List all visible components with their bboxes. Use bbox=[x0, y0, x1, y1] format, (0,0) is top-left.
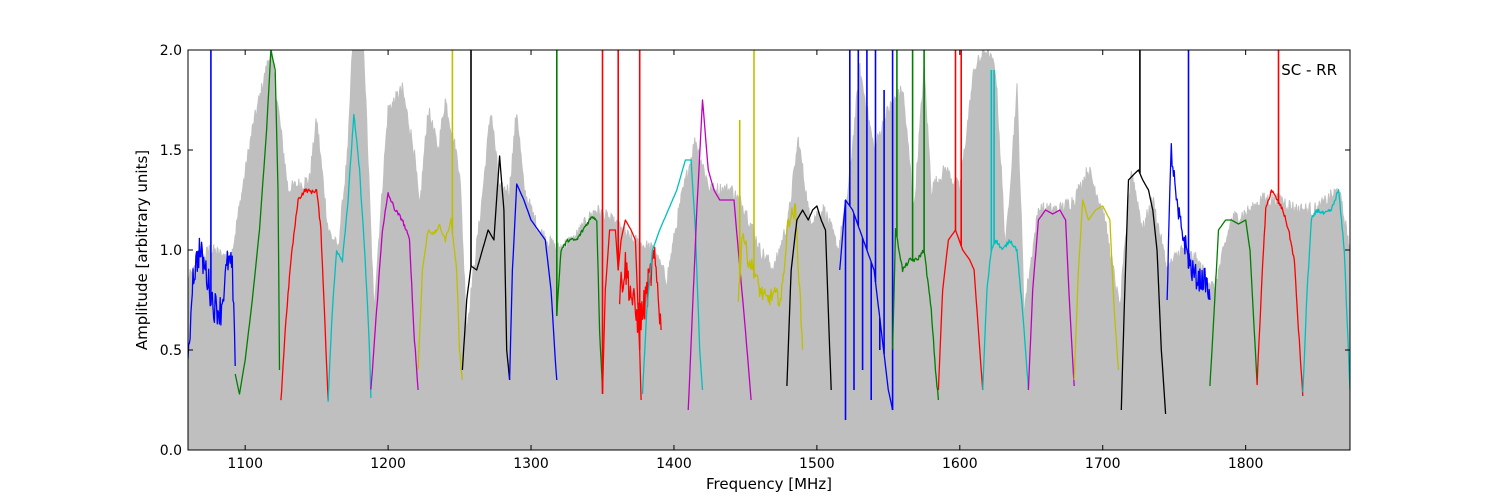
series-18 bbox=[937, 50, 984, 391]
y-tick-label: 2.0 bbox=[160, 43, 182, 59]
series-8 bbox=[508, 183, 558, 381]
x-tick-label: 1700 bbox=[1085, 456, 1121, 472]
series-15-line bbox=[786, 205, 832, 391]
series-15 bbox=[786, 205, 832, 391]
series-5-line bbox=[370, 192, 419, 391]
series-7-line bbox=[461, 155, 511, 381]
series-21 bbox=[1073, 199, 1120, 381]
series-23 bbox=[1166, 50, 1211, 301]
series-9 bbox=[555, 50, 604, 391]
y-tick-label: 0.0 bbox=[160, 443, 182, 459]
x-tick-label: 1300 bbox=[513, 456, 549, 472]
chart-annotation: SC - RR bbox=[1281, 61, 1337, 79]
x-tick-label: 1800 bbox=[1228, 456, 1264, 472]
background-envelope-layer bbox=[188, 50, 1350, 450]
series-11-line bbox=[618, 246, 662, 333]
plot-area bbox=[188, 50, 1350, 450]
series-19-line bbox=[982, 239, 1030, 391]
series-26-line bbox=[1302, 189, 1350, 393]
background-envelope bbox=[188, 50, 1350, 450]
series-20 bbox=[1027, 209, 1075, 391]
series-layer bbox=[188, 50, 1350, 420]
y-tick-label: 1.5 bbox=[160, 143, 182, 159]
series-1 bbox=[188, 50, 236, 367]
series-3-line bbox=[280, 188, 329, 401]
x-tick-label: 1400 bbox=[656, 456, 692, 472]
series-6 bbox=[417, 50, 464, 381]
series-20-line bbox=[1027, 209, 1075, 391]
series-8-line bbox=[508, 183, 558, 381]
series-19 bbox=[982, 70, 1030, 391]
x-tick-label: 1600 bbox=[942, 456, 978, 472]
y-tick-label: 0.5 bbox=[160, 343, 182, 359]
x-tick-label: 1500 bbox=[799, 456, 835, 472]
series-6-line bbox=[417, 217, 464, 381]
series-3 bbox=[280, 188, 329, 401]
series-16 bbox=[839, 50, 894, 420]
series-21-line bbox=[1073, 199, 1120, 381]
series-25 bbox=[1256, 50, 1304, 397]
series-14-line bbox=[737, 202, 804, 351]
series-11 bbox=[618, 246, 662, 333]
series-17 bbox=[891, 50, 940, 401]
series-22-line bbox=[1120, 169, 1167, 415]
y-axis-label: Amplitude [arbitrary units] bbox=[133, 150, 151, 350]
series-7 bbox=[461, 50, 511, 381]
series-12 bbox=[641, 159, 704, 395]
series-4-line bbox=[327, 113, 372, 402]
series-24-line bbox=[1209, 219, 1258, 387]
x-tick-label: 1200 bbox=[370, 456, 406, 472]
series-12-line bbox=[641, 159, 704, 395]
series-24 bbox=[1209, 219, 1258, 387]
series-14 bbox=[737, 50, 804, 351]
y-axis-ticks: 0.0 0.5 1.0 1.5 2.0 bbox=[160, 43, 1350, 459]
series-17-line bbox=[891, 228, 940, 401]
series-10 bbox=[601, 50, 642, 401]
series-22 bbox=[1120, 50, 1167, 415]
series-9-line bbox=[556, 216, 604, 391]
series-5 bbox=[370, 192, 419, 391]
series-4 bbox=[327, 113, 372, 402]
x-axis-label: Frequency [MHz] bbox=[706, 475, 832, 493]
x-axis-ticks: 1100 1200 1300 1400 1500 1600 1700 1800 bbox=[227, 50, 1263, 472]
series-2-line bbox=[234, 50, 281, 395]
series-2 bbox=[234, 50, 281, 395]
series-10-line bbox=[601, 219, 642, 401]
x-tick-label: 1100 bbox=[227, 456, 263, 472]
y-tick-label: 1.0 bbox=[160, 243, 182, 259]
series-25-line bbox=[1256, 189, 1304, 397]
series-26 bbox=[1302, 189, 1350, 393]
